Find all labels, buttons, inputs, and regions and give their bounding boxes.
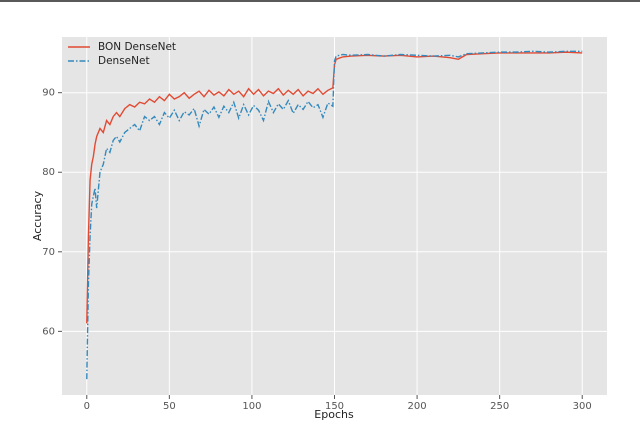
x-tick-label: 150	[325, 401, 344, 412]
x-tick-label: 0	[84, 401, 90, 412]
x-tick-label: 200	[408, 401, 427, 412]
x-tick-label: 50	[163, 401, 176, 412]
y-axis-label: Accuracy	[31, 190, 44, 241]
x-axis-label: Epochs	[314, 408, 354, 421]
legend-label: DenseNet	[98, 55, 150, 67]
y-tick-label: 60	[42, 326, 55, 337]
y-tick-label: 70	[42, 247, 55, 258]
series-line	[86, 50, 583, 380]
x-tick-label: 300	[573, 401, 592, 412]
x-tick-label: 250	[490, 401, 509, 412]
legend-label: BON DenseNet	[98, 41, 176, 53]
y-tick-label: 80	[42, 167, 55, 178]
y-tick-label: 90	[42, 88, 55, 99]
x-tick-label: 100	[242, 401, 261, 412]
